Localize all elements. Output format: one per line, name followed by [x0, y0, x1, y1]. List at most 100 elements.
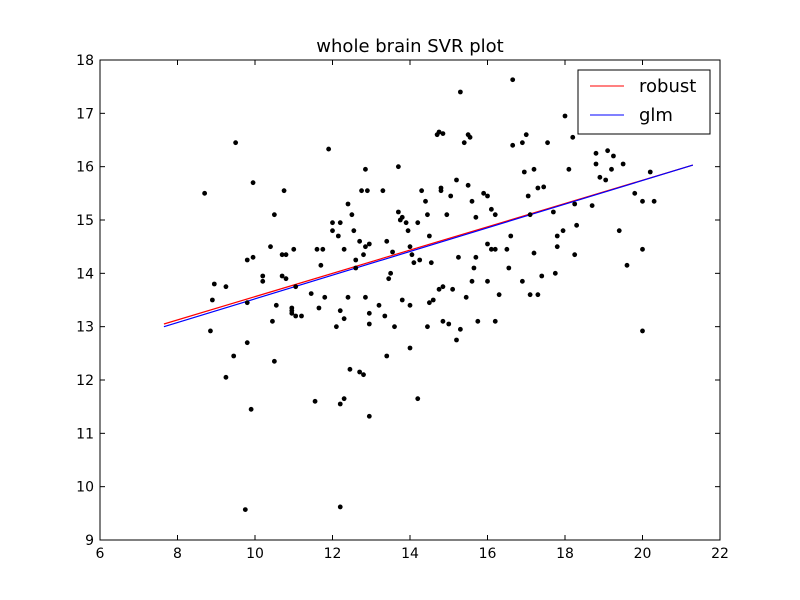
data-point: [603, 177, 609, 183]
data-point: [465, 182, 471, 188]
data-point: [519, 278, 525, 284]
data-point: [244, 257, 250, 263]
data-point: [316, 305, 322, 311]
x-axis-ticks: 6 8 10 12 14 16 18 20 22: [96, 60, 729, 562]
y-tick-label: 9: [85, 533, 94, 549]
data-point: [492, 246, 498, 252]
data-point: [428, 260, 434, 266]
y-tick-label: 14: [76, 266, 94, 282]
data-point: [572, 252, 578, 258]
data-points: [202, 77, 657, 512]
data-point: [320, 246, 326, 252]
data-point: [566, 166, 572, 172]
data-point: [357, 369, 363, 375]
data-point: [248, 406, 254, 412]
data-point: [392, 324, 397, 330]
data-point: [475, 318, 481, 324]
data-point: [485, 278, 490, 284]
data-point: [244, 340, 250, 346]
data-point: [425, 212, 430, 218]
data-point: [202, 190, 208, 196]
x-tick-label: 20: [634, 546, 652, 562]
data-point: [550, 209, 556, 215]
data-point: [605, 148, 611, 154]
data-point: [527, 212, 533, 218]
data-point: [384, 238, 390, 244]
data-point: [446, 321, 452, 327]
data-point: [271, 212, 277, 218]
data-point: [384, 353, 390, 359]
y-tick-label: 15: [76, 213, 94, 229]
y-tick-label: 12: [76, 373, 94, 389]
data-point: [488, 206, 494, 212]
data-point: [293, 284, 299, 290]
data-point: [454, 337, 459, 343]
data-point: [454, 177, 459, 183]
data-point: [341, 396, 347, 402]
data-point: [521, 169, 527, 175]
data-point: [519, 140, 525, 146]
data-point: [223, 284, 229, 290]
data-point: [430, 297, 436, 303]
data-point: [589, 203, 595, 209]
legend: robust glm: [577, 69, 711, 135]
data-point: [457, 326, 463, 332]
data-point: [554, 244, 560, 250]
data-point: [395, 209, 401, 215]
data-point: [366, 413, 372, 419]
data-point: [335, 233, 341, 239]
y-tick-label: 18: [76, 53, 94, 69]
y-tick-label: 13: [76, 320, 94, 336]
data-point: [337, 401, 343, 407]
data-point: [560, 228, 566, 234]
data-point: [593, 161, 599, 167]
x-tick-label: 8: [173, 546, 182, 562]
y-tick-label: 17: [76, 106, 94, 122]
data-point: [283, 252, 289, 258]
data-point: [444, 212, 450, 218]
data-point: [531, 250, 537, 256]
data-point: [363, 294, 368, 300]
data-point: [283, 276, 289, 282]
data-point: [250, 180, 256, 186]
legend-label-glm: glm: [639, 105, 673, 126]
data-point: [609, 166, 614, 172]
data-point: [244, 300, 250, 306]
data-point: [312, 398, 318, 404]
data-point: [357, 238, 363, 244]
data-point: [366, 321, 372, 327]
data-point: [231, 353, 237, 359]
data-point: [485, 241, 490, 247]
data-point: [496, 292, 502, 298]
data-point: [366, 310, 372, 316]
data-point: [366, 241, 372, 247]
data-point: [407, 345, 413, 351]
data-point: [440, 318, 446, 324]
data-point: [450, 286, 456, 292]
data-point: [417, 257, 423, 263]
data-point: [386, 276, 392, 282]
data-point: [572, 201, 578, 207]
data-point: [436, 129, 442, 135]
data-point: [208, 328, 213, 334]
data-point: [448, 193, 454, 199]
legend-frame: [577, 69, 711, 135]
data-point: [523, 132, 529, 138]
data-point: [363, 166, 368, 172]
data-point: [535, 292, 541, 298]
x-tick-label: 6: [96, 546, 105, 562]
data-point: [407, 302, 413, 308]
x-tick-label: 16: [479, 546, 497, 562]
data-point: [545, 140, 550, 146]
data-point: [469, 278, 475, 284]
data-point: [273, 302, 279, 308]
data-point: [347, 366, 353, 372]
data-point: [423, 198, 428, 204]
data-point: [353, 265, 359, 271]
data-point: [647, 169, 653, 175]
data-point: [268, 244, 273, 250]
data-point: [270, 318, 275, 324]
data-point: [440, 284, 446, 290]
data-point: [337, 308, 343, 314]
